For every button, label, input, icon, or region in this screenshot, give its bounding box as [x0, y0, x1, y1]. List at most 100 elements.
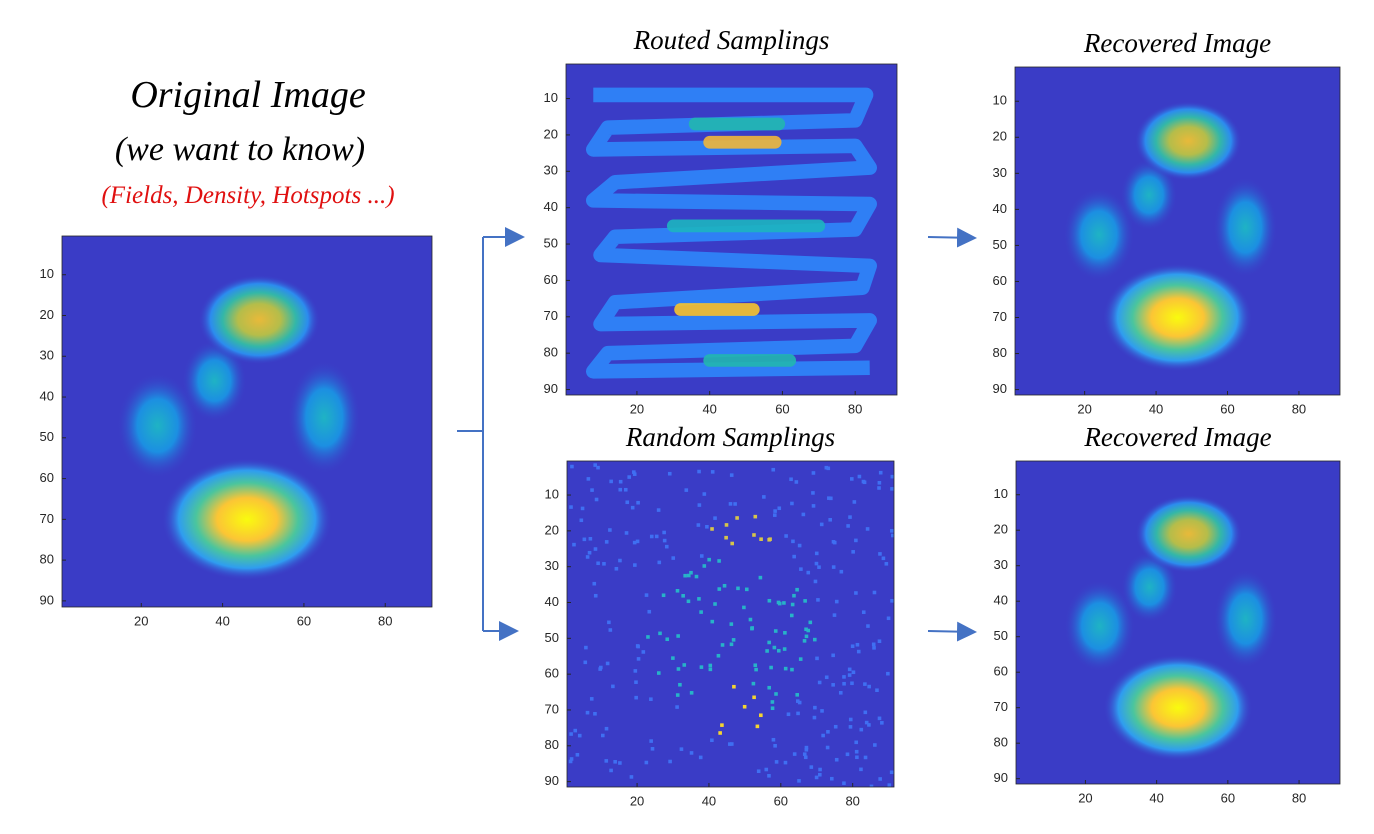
sample-pixel [593, 593, 598, 598]
sample-pixel [702, 564, 707, 568]
sample-pixel [774, 760, 779, 764]
sample-pixel [783, 631, 787, 635]
sample-pixel [654, 534, 659, 539]
sample-pixel [827, 496, 831, 500]
sample-pixel [624, 531, 629, 535]
sample-pixel [586, 477, 591, 481]
sample-pixel [815, 656, 819, 661]
sample-pixel [753, 514, 758, 519]
sample-pixel [699, 665, 704, 669]
sample-pixel [650, 747, 655, 751]
sample-pixel [686, 573, 691, 578]
sample-pixel [608, 528, 612, 532]
sample-pixel [784, 534, 788, 538]
panel: 20 40 60 80 10 20 30 40 50 60 70 80 90 Routed Samplin… [544, 25, 898, 416]
sample-pixel [824, 465, 829, 470]
sample-pixel [814, 551, 819, 556]
panel: 20 40 60 80 10 20 30 40 50 60 70 80 90 [40, 235, 433, 628]
sample-pixel [759, 713, 763, 718]
sample-pixel [867, 684, 871, 689]
x-tick-label: 20 [630, 793, 644, 808]
y-tick-label: 70 [545, 701, 559, 716]
sample-pixel [854, 538, 858, 543]
y-tick-label: 20 [993, 129, 1007, 144]
sample-pixel [804, 745, 809, 750]
sample-pixel [762, 495, 766, 499]
y-tick-label: 40 [545, 594, 559, 609]
sample-pixel [635, 539, 640, 544]
panel-title: Recovered Image [1083, 28, 1271, 58]
plot-frame [1015, 460, 1341, 785]
sample-pixel [832, 613, 837, 617]
sample-pixel [689, 570, 693, 575]
sample-pixel [854, 591, 858, 595]
sample-pixel [869, 784, 874, 787]
sample-pixel [880, 721, 884, 725]
y-tick-label: 30 [545, 558, 559, 573]
sample-pixel [702, 492, 707, 496]
sample-pixel [708, 667, 713, 672]
sample-pixel [782, 647, 787, 651]
y-tick-label: 50 [544, 235, 558, 250]
sample-pixel [829, 776, 834, 781]
heatmap [1063, 101, 1278, 372]
sample-pixel [728, 742, 732, 746]
sample-pixel [627, 475, 632, 479]
sample-pixel [569, 732, 573, 736]
sample-pixel [613, 760, 617, 764]
panel-title: Random Samplings [625, 422, 835, 452]
heatmap-blob [198, 274, 321, 365]
sample-pixel [826, 466, 831, 471]
sample-pixel [887, 783, 892, 787]
y-tick-label: 80 [994, 735, 1008, 750]
sample-pixel [592, 581, 597, 586]
sample-pixel [890, 529, 894, 533]
x-tick-label: 20 [1077, 401, 1091, 416]
x-tick-label: 40 [702, 401, 716, 416]
sample-pixel [817, 680, 822, 685]
heatmap-blob [1103, 654, 1253, 761]
sample-pixel [769, 665, 773, 670]
sample-pixel [802, 639, 807, 643]
sample-pixel [890, 533, 894, 538]
sample-pixel [877, 480, 882, 485]
y-tick-label: 90 [545, 773, 559, 788]
sample-pixel [818, 767, 822, 772]
sample-pixel [792, 593, 796, 598]
sample-pixel [583, 660, 588, 665]
sample-pixel [752, 533, 756, 537]
sample-pixel [790, 602, 795, 607]
sample-pixel [811, 491, 815, 495]
sample-pixel [772, 513, 777, 517]
x-tick-label: 80 [1292, 790, 1306, 805]
sample-pixel [675, 588, 680, 593]
sample-pixel [828, 517, 832, 522]
sample-pixel [568, 759, 573, 764]
sample-pixel [801, 512, 806, 517]
sample-pixel [632, 472, 637, 476]
sample-pixel [792, 752, 797, 756]
y-tick-label: 30 [40, 348, 54, 363]
sample-pixel [636, 657, 641, 661]
sample-pixel [684, 488, 689, 492]
sample-pixel [797, 543, 802, 548]
sample-pixel [728, 502, 733, 506]
y-tick-label: 60 [545, 666, 559, 681]
sample-pixel [732, 684, 736, 689]
x-tick-label: 40 [1149, 401, 1163, 416]
heatmap [116, 274, 361, 581]
sample-pixel [816, 598, 820, 602]
panel: 20 40 60 80 10 20 30 40 50 60 70 80 90 Random Samplin… [545, 422, 895, 808]
sample-pixel [735, 516, 739, 520]
sample-pixel [783, 760, 788, 765]
x-tick-label: 20 [1078, 790, 1092, 805]
sample-pixel [632, 470, 636, 474]
sample-pixel [842, 675, 846, 679]
sample-pixel [794, 480, 799, 484]
y-tick-label: 90 [993, 381, 1007, 396]
sample-pixel [831, 683, 835, 687]
x-tick-label: 20 [134, 613, 148, 628]
sample-pixel [798, 657, 803, 661]
sample-pixel [889, 770, 894, 775]
sample-pixel [590, 488, 594, 492]
